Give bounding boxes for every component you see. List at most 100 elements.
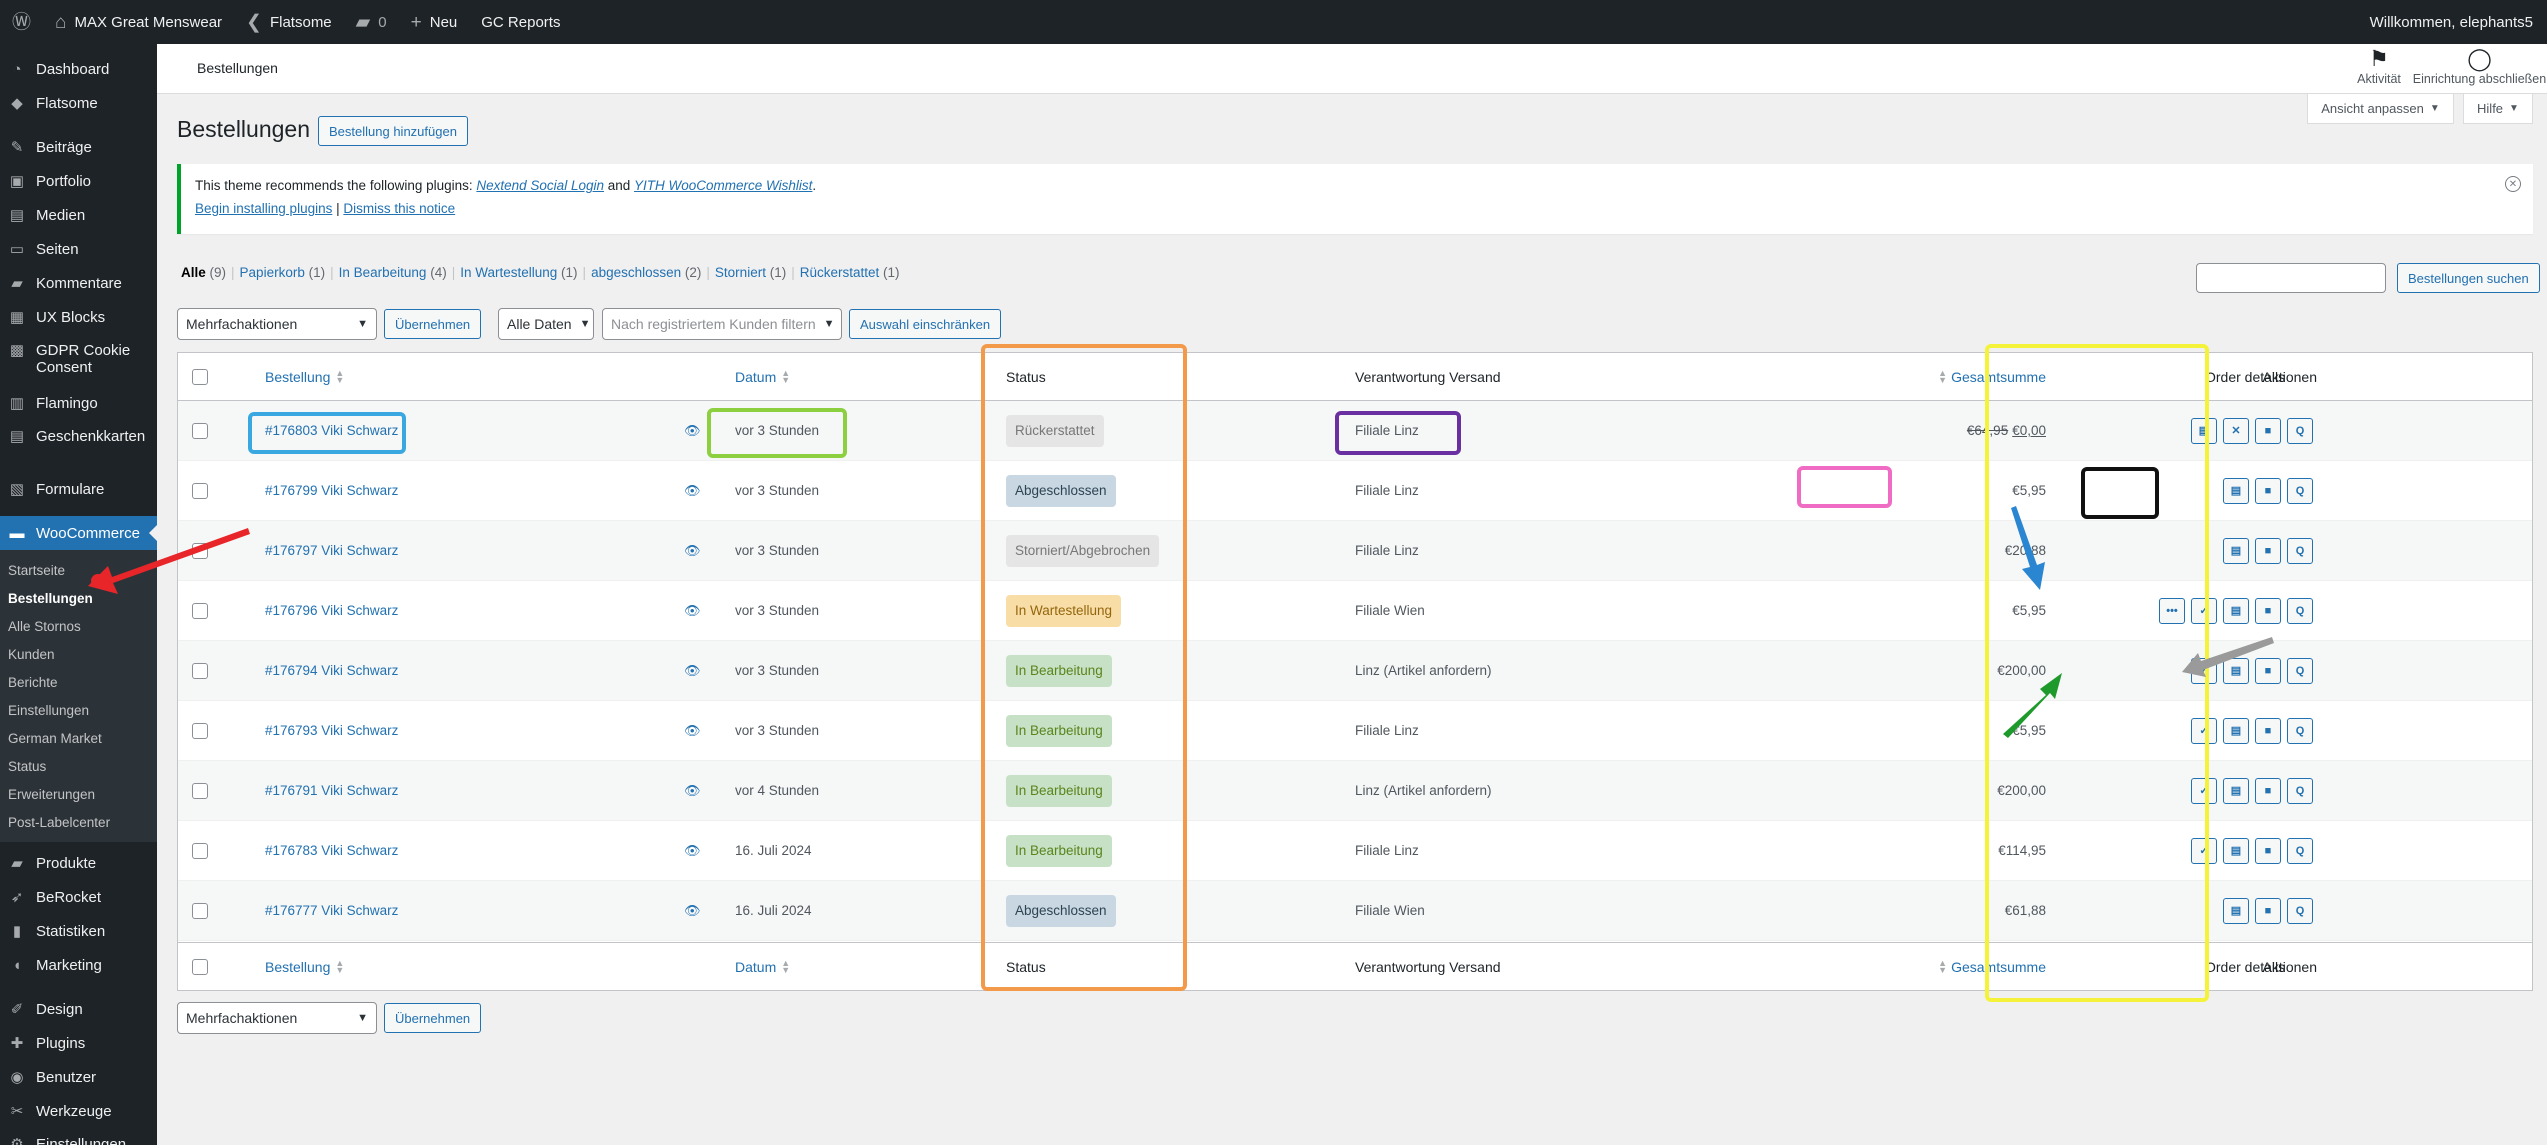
action-truck-icon[interactable]: ■ bbox=[2255, 417, 2281, 444]
action-doc-icon[interactable]: ▤ bbox=[2223, 477, 2249, 504]
order-search-input[interactable] bbox=[2196, 263, 2386, 293]
table-row[interactable]: #176791 Viki Schwarz 👁 vor 4 Stunden In Bea… bbox=[178, 761, 2532, 821]
row-checkbox[interactable] bbox=[192, 662, 208, 679]
sidebar-item-beiträge[interactable]: ✎ Beiträge bbox=[0, 130, 157, 164]
action-truck-icon[interactable]: ■ bbox=[2255, 597, 2281, 624]
action-truck-icon[interactable]: ■ bbox=[2255, 477, 2281, 504]
filter-link-in-wartestellung[interactable]: In Wartestellung (1) bbox=[460, 265, 577, 280]
sidebar-item-flamingo[interactable]: ▥ Flamingo bbox=[0, 386, 157, 420]
select-all-checkbox[interactable] bbox=[192, 958, 208, 975]
table-row[interactable]: #176803 Viki Schwarz 👁 vor 3 Stunden Rücker… bbox=[178, 401, 2532, 461]
table-row[interactable]: #176794 Viki Schwarz 👁 vor 3 Stunden In Bea… bbox=[178, 641, 2532, 701]
action-truck-icon[interactable]: ■ bbox=[2255, 657, 2281, 684]
table-row[interactable]: #176777 Viki Schwarz 👁 16. Juli 2024 Abgesc… bbox=[178, 881, 2532, 941]
sort-by-order[interactable]: Bestellung bbox=[265, 369, 330, 385]
action-doc-icon[interactable]: ▤ bbox=[2223, 537, 2249, 564]
sidebar-item-formulare[interactable]: ▧ Formulare bbox=[0, 472, 157, 506]
action-q-icon[interactable]: Q bbox=[2287, 897, 2313, 924]
order-link[interactable]: #176783 Viki Schwarz bbox=[265, 843, 399, 858]
table-row[interactable]: #176799 Viki Schwarz 👁 vor 3 Stunden Abgesc… bbox=[178, 461, 2532, 521]
table-row[interactable]: #176796 Viki Schwarz 👁 vor 3 Stunden In War… bbox=[178, 581, 2532, 641]
sort-by-date[interactable]: Datum bbox=[735, 959, 776, 975]
sidebar-item-portfolio[interactable]: ▣ Portfolio bbox=[0, 164, 157, 198]
sidebar-item-flatsome[interactable]: ◆ Flatsome bbox=[0, 86, 157, 120]
row-checkbox[interactable] bbox=[192, 782, 208, 799]
action-q-icon[interactable]: Q bbox=[2287, 537, 2313, 564]
sidebar-item-seiten[interactable]: ▭ Seiten bbox=[0, 232, 157, 266]
action-q-icon[interactable]: Q bbox=[2287, 657, 2313, 684]
order-link[interactable]: #176793 Viki Schwarz bbox=[265, 723, 399, 738]
preview-eye-icon[interactable]: 👁 bbox=[684, 722, 701, 738]
bulk-actions-select[interactable]: Mehrfachaktionen ▼ bbox=[177, 308, 377, 340]
action-doc-icon[interactable]: ▤ bbox=[2191, 417, 2217, 444]
action-check-icon[interactable]: ✓ bbox=[2191, 657, 2217, 684]
order-link[interactable]: #176803 Viki Schwarz bbox=[265, 423, 399, 438]
preview-eye-icon[interactable]: 👁 bbox=[684, 842, 701, 858]
action-check-icon[interactable]: ✓ bbox=[2191, 717, 2217, 744]
order-link[interactable]: #176791 Viki Schwarz bbox=[265, 783, 399, 798]
submenu-item-erweiterungen[interactable]: Erweiterungen bbox=[8, 786, 96, 802]
plugin-link-nextend[interactable]: Nextend Social Login bbox=[476, 178, 604, 193]
comments-menu[interactable]: ▰ 0 bbox=[344, 0, 399, 44]
add-order-button[interactable]: Bestellung hinzufügen bbox=[318, 116, 468, 146]
submenu-item-startseite[interactable]: Startseite bbox=[8, 562, 66, 578]
order-link[interactable]: #176796 Viki Schwarz bbox=[265, 603, 399, 618]
screen-options-button[interactable]: Ansicht anpassen ▼ bbox=[2307, 94, 2454, 124]
select-all-checkbox[interactable] bbox=[192, 368, 208, 385]
account-menu[interactable]: Willkommen, elephants5 bbox=[2358, 0, 2547, 44]
preview-eye-icon[interactable]: 👁 bbox=[684, 902, 701, 918]
order-link[interactable]: #176777 Viki Schwarz bbox=[265, 903, 399, 918]
action-doc-icon[interactable]: ▤ bbox=[2223, 597, 2249, 624]
preview-eye-icon[interactable]: 👁 bbox=[684, 602, 701, 618]
action-q-icon[interactable]: Q bbox=[2287, 777, 2313, 804]
action-doc-icon[interactable]: ▤ bbox=[2223, 897, 2249, 924]
sidebar-item-berocket[interactable]: ➶ BeRocket bbox=[0, 880, 157, 914]
sidebar-item-marketing[interactable]: ◖ Marketing bbox=[0, 948, 157, 982]
row-checkbox[interactable] bbox=[192, 542, 208, 559]
table-row[interactable]: #176783 Viki Schwarz 👁 16. Juli 2024 In Bea… bbox=[178, 821, 2532, 881]
action-dots-icon[interactable]: ••• bbox=[2159, 597, 2185, 624]
filter-link-in-bearbeitung[interactable]: In Bearbeitung (4) bbox=[339, 265, 447, 280]
submenu-item-alle-stornos[interactable]: Alle Stornos bbox=[8, 618, 81, 634]
filter-link-storniert[interactable]: Storniert (1) bbox=[715, 265, 786, 280]
sidebar-item-dashboard[interactable]: ◔ Dashboard bbox=[0, 52, 157, 86]
preview-eye-icon[interactable]: 👁 bbox=[684, 782, 701, 798]
sidebar-item-ux-blocks[interactable]: ▦ UX Blocks bbox=[0, 300, 157, 334]
action-truck-icon[interactable]: ■ bbox=[2255, 717, 2281, 744]
activity-button[interactable]: ⚑ Aktivität bbox=[2334, 46, 2424, 86]
action-doc-icon[interactable]: ▤ bbox=[2223, 837, 2249, 864]
filter-button[interactable]: Auswahl einschränken bbox=[849, 309, 1002, 339]
action-truck-icon[interactable]: ■ bbox=[2255, 837, 2281, 864]
action-doc-icon[interactable]: ▤ bbox=[2223, 657, 2249, 684]
filter-link-alle[interactable]: Alle (9) bbox=[181, 265, 226, 280]
preview-eye-icon[interactable]: 👁 bbox=[684, 482, 701, 498]
sort-by-total[interactable]: Gesamtsumme bbox=[1951, 369, 2046, 385]
preview-eye-icon[interactable]: 👁 bbox=[684, 542, 701, 558]
row-checkbox[interactable] bbox=[192, 602, 208, 619]
submenu-item-status[interactable]: Status bbox=[8, 758, 47, 774]
row-checkbox[interactable] bbox=[192, 482, 208, 499]
filter-link-abgeschlossen[interactable]: abgeschlossen (2) bbox=[591, 265, 701, 280]
sidebar-item-einstellungen[interactable]: ⚙ Einstellungen bbox=[0, 1128, 157, 1145]
order-link[interactable]: #176797 Viki Schwarz bbox=[265, 543, 399, 558]
sidebar-item-benutzer[interactable]: ◉ Benutzer bbox=[0, 1060, 157, 1094]
filter-link-papierkorb[interactable]: Papierkorb (1) bbox=[240, 265, 326, 280]
sidebar-item-werkzeuge[interactable]: ✂ Werkzeuge bbox=[0, 1094, 157, 1128]
apply-bulk-button[interactable]: Übernehmen bbox=[384, 309, 482, 339]
search-orders-button[interactable]: Bestellungen suchen bbox=[2397, 263, 2540, 293]
preview-eye-icon[interactable]: 👁 bbox=[684, 662, 701, 678]
wordpress-logo-menu[interactable]: Ⓦ bbox=[0, 0, 43, 44]
action-q-icon[interactable]: Q bbox=[2287, 477, 2313, 504]
action-truck-icon[interactable]: ■ bbox=[2255, 537, 2281, 564]
sidebar-item-gdpr-cookie-consent[interactable]: ▩ GDPR Cookie Consent bbox=[0, 334, 157, 386]
table-row[interactable]: #176797 Viki Schwarz 👁 vor 3 Stunden Storni… bbox=[178, 521, 2532, 581]
preview-eye-icon[interactable]: 👁 bbox=[684, 422, 701, 438]
finish-setup-button[interactable]: ◯ Einrichtung abschließen bbox=[2412, 46, 2547, 86]
submenu-item-berichte[interactable]: Berichte bbox=[8, 674, 58, 690]
row-checkbox[interactable] bbox=[192, 842, 208, 859]
action-q-icon[interactable]: Q bbox=[2287, 417, 2313, 444]
customer-filter-select[interactable]: Nach registriertem Kunden filtern ▼ bbox=[602, 308, 842, 340]
row-checkbox[interactable] bbox=[192, 422, 208, 439]
new-content-menu[interactable]: + Neu bbox=[399, 0, 470, 44]
sidebar-item-kommentare[interactable]: ▰ Kommentare bbox=[0, 266, 157, 300]
